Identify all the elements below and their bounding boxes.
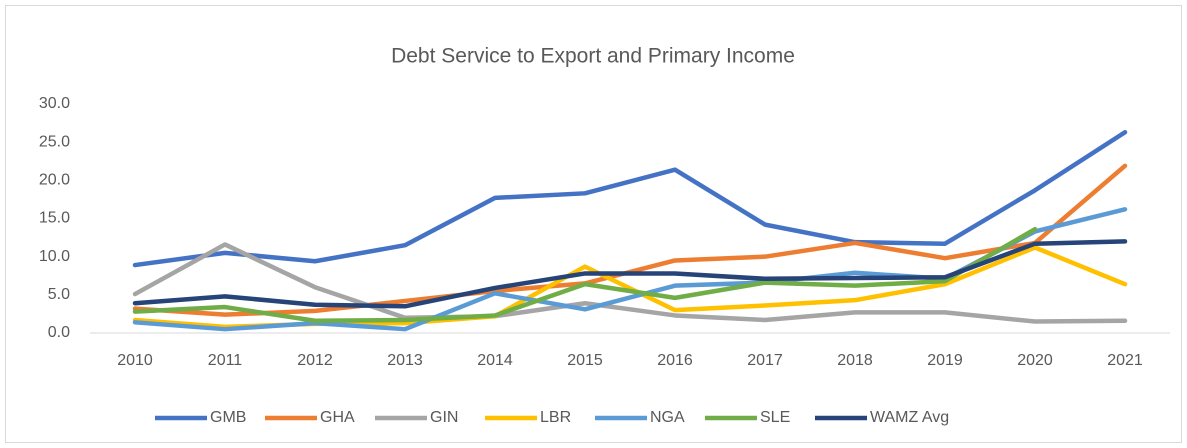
x-tick-label: 2010	[117, 352, 153, 369]
y-tick-label: 0.0	[48, 324, 70, 341]
legend-label: NGA	[650, 409, 685, 426]
x-tick-label: 2016	[657, 352, 693, 369]
x-tick-label: 2011	[208, 352, 243, 369]
series-line	[132, 226, 1038, 324]
legend-label: WAMZ Avg	[870, 409, 949, 426]
y-tick-label: 10.0	[39, 248, 70, 265]
x-tick-label: 2013	[387, 352, 423, 369]
x-tick-label: 2012	[297, 352, 333, 369]
y-tick-label: 25.0	[39, 133, 70, 150]
legend-label: LBR	[540, 409, 571, 426]
legend-label: GIN	[430, 409, 458, 426]
legend-label: GHA	[320, 409, 355, 426]
series-line	[132, 242, 1128, 324]
y-tick-label: 15.0	[39, 210, 70, 227]
x-tick-label: 2017	[747, 352, 783, 369]
x-tick-label: 2014	[477, 352, 513, 369]
series-line	[132, 129, 1128, 268]
series-line	[132, 239, 1128, 309]
y-tick-label: 5.0	[48, 286, 70, 303]
y-tick-label: 30.0	[39, 95, 70, 112]
chart-frame	[5, 5, 1182, 443]
x-tick-label: 2018	[837, 352, 873, 369]
chart-title: Debt Service to Export and Primary Incom…	[391, 45, 795, 68]
x-tick-label: 2021	[1107, 352, 1143, 369]
legend-label: SLE	[760, 409, 790, 426]
legend-label: GMB	[210, 409, 246, 426]
x-tick-label: 2020	[1017, 352, 1053, 369]
x-tick-label: 2019	[927, 352, 963, 369]
y-tick-label: 20.0	[39, 172, 70, 189]
x-tick-label: 2015	[567, 352, 603, 369]
